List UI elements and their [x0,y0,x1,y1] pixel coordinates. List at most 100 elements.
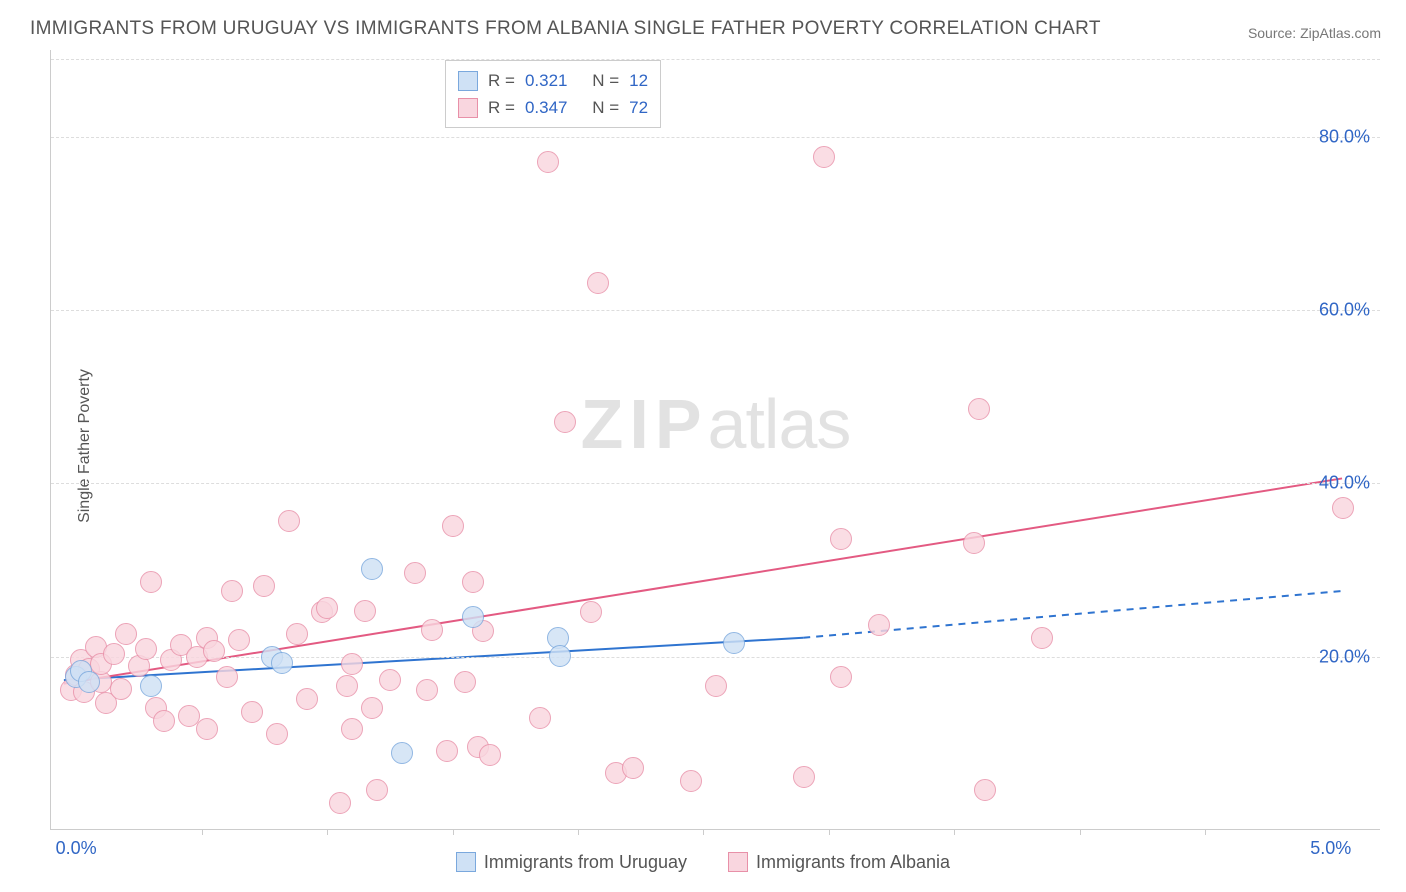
point-albania [404,562,426,584]
point-albania [813,146,835,168]
ytick-label: 40.0% [1319,473,1370,494]
point-albania [196,718,218,740]
point-albania [341,718,363,740]
point-albania [963,532,985,554]
point-albania [336,675,358,697]
point-albania [830,666,852,688]
n-value-albania: 72 [629,94,648,121]
xtick [703,829,704,835]
r-value-uruguay: 0.321 [525,67,568,94]
point-albania [221,580,243,602]
xtick [327,829,328,835]
point-albania [103,643,125,665]
point-albania [135,638,157,660]
point-albania [329,792,351,814]
point-albania [366,779,388,801]
point-albania [830,528,852,550]
legend-label-uruguay: Immigrants from Uruguay [484,852,687,873]
gridline [51,137,1380,138]
point-albania [153,710,175,732]
swatch-albania [728,852,748,872]
point-uruguay [549,645,571,667]
r-label: R = [488,67,515,94]
legend-stats-albania: R = 0.347 N = 72 [458,94,648,121]
point-albania [216,666,238,688]
point-albania [316,597,338,619]
r-value-albania: 0.347 [525,94,568,121]
point-albania [416,679,438,701]
point-uruguay [361,558,383,580]
xtick [578,829,579,835]
xtick [1205,829,1206,835]
point-albania [266,723,288,745]
r-label: R = [488,94,515,121]
point-albania [462,571,484,593]
point-albania [341,653,363,675]
swatch-uruguay [458,71,478,91]
chart-title: IMMIGRANTS FROM URUGUAY VS IMMIGRANTS FR… [30,18,1101,40]
point-albania [379,669,401,691]
point-albania [705,675,727,697]
point-albania [554,411,576,433]
point-albania [253,575,275,597]
ytick-label: 80.0% [1319,126,1370,147]
xtick [1080,829,1081,835]
point-albania [537,151,559,173]
watermark: ZIPatlas [581,384,851,464]
point-uruguay [391,742,413,764]
point-albania [115,623,137,645]
gridline [51,657,1380,658]
ytick-label: 20.0% [1319,646,1370,667]
xtick [829,829,830,835]
xtick [954,829,955,835]
point-albania [1031,627,1053,649]
point-uruguay [723,632,745,654]
point-albania [436,740,458,762]
legend-label-albania: Immigrants from Albania [756,852,950,873]
point-albania [529,707,551,729]
plot-area: ZIPatlas 20.0%40.0%60.0%80.0%0.0%5.0% [50,50,1380,830]
point-uruguay [140,675,162,697]
point-albania [228,629,250,651]
point-albania [1332,497,1354,519]
point-albania [278,510,300,532]
point-albania [680,770,702,792]
legend-stats-uruguay: R = 0.321 N = 12 [458,67,648,94]
point-albania [974,779,996,801]
n-value-uruguay: 12 [629,67,648,94]
point-albania [361,697,383,719]
point-albania [793,766,815,788]
point-albania [479,744,501,766]
legend-item-albania: Immigrants from Albania [728,852,950,873]
legend-series: Immigrants from Uruguay Immigrants from … [0,852,1406,878]
ytick-label: 60.0% [1319,300,1370,321]
point-albania [354,600,376,622]
swatch-albania [458,98,478,118]
point-uruguay [78,671,100,693]
gridline [51,483,1380,484]
point-uruguay [462,606,484,628]
point-albania [968,398,990,420]
point-albania [454,671,476,693]
point-albania [203,640,225,662]
point-albania [110,678,132,700]
source-attribution: Source: ZipAtlas.com [1248,25,1381,41]
point-albania [622,757,644,779]
point-albania [286,623,308,645]
n-label: N = [592,94,619,121]
point-albania [868,614,890,636]
point-albania [421,619,443,641]
point-uruguay [271,652,293,674]
gridline [51,59,1380,60]
gridline [51,310,1380,311]
watermark-bold: ZIP [581,385,708,463]
legend-item-uruguay: Immigrants from Uruguay [456,852,687,873]
point-albania [241,701,263,723]
point-albania [140,571,162,593]
n-label: N = [592,67,619,94]
point-albania [296,688,318,710]
xtick [202,829,203,835]
point-albania [587,272,609,294]
legend-stats: R = 0.321 N = 12 R = 0.347 N = 72 [445,60,661,128]
xtick [453,829,454,835]
